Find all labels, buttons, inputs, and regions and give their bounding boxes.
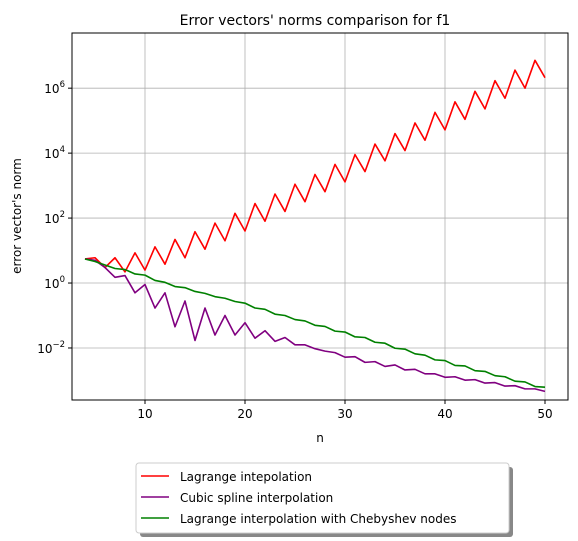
grid bbox=[72, 33, 568, 400]
series-line bbox=[84, 59, 546, 273]
x-axis-label: n bbox=[316, 431, 324, 445]
legend-entry: Lagrange interpolation with Chebyshev no… bbox=[141, 512, 457, 526]
y-tick-label: 104 bbox=[44, 145, 65, 161]
x-tick-label: 40 bbox=[437, 407, 452, 421]
x-tick-label: 20 bbox=[237, 407, 252, 421]
legend: Lagrange intepolation Cubic spline interp… bbox=[135, 462, 513, 537]
plot-frame bbox=[71, 32, 569, 401]
x-tick-label: 30 bbox=[337, 407, 352, 421]
legend-box bbox=[135, 462, 510, 534]
legend-label: Lagrange interpolation with Chebyshev no… bbox=[180, 512, 457, 526]
series-layer bbox=[84, 59, 546, 393]
legend-label: Cubic spline interpolation bbox=[180, 491, 333, 505]
series-line bbox=[84, 258, 546, 388]
y-tick-label: 10−2 bbox=[37, 340, 65, 356]
y-tick-label: 106 bbox=[44, 80, 65, 96]
legend-label: Lagrange intepolation bbox=[180, 470, 312, 484]
series-3 bbox=[84, 258, 546, 388]
series-1 bbox=[84, 59, 546, 273]
y-tick-label: 100 bbox=[44, 275, 65, 291]
y-axis: 10−2 100 102 104 106 bbox=[37, 80, 72, 356]
x-axis: 10 20 30 40 50 bbox=[137, 400, 553, 421]
legend-entry: Lagrange intepolation bbox=[141, 470, 312, 484]
series-2 bbox=[84, 258, 546, 393]
x-tick-label: 50 bbox=[537, 407, 552, 421]
legend-entry: Cubic spline interpolation bbox=[141, 491, 333, 505]
y-axis-label: error vector's norm bbox=[10, 158, 24, 274]
x-tick-label: 10 bbox=[137, 407, 152, 421]
y-tick-label: 102 bbox=[44, 210, 65, 226]
chart-title: Error vectors' norms comparison for f1 bbox=[180, 13, 451, 29]
